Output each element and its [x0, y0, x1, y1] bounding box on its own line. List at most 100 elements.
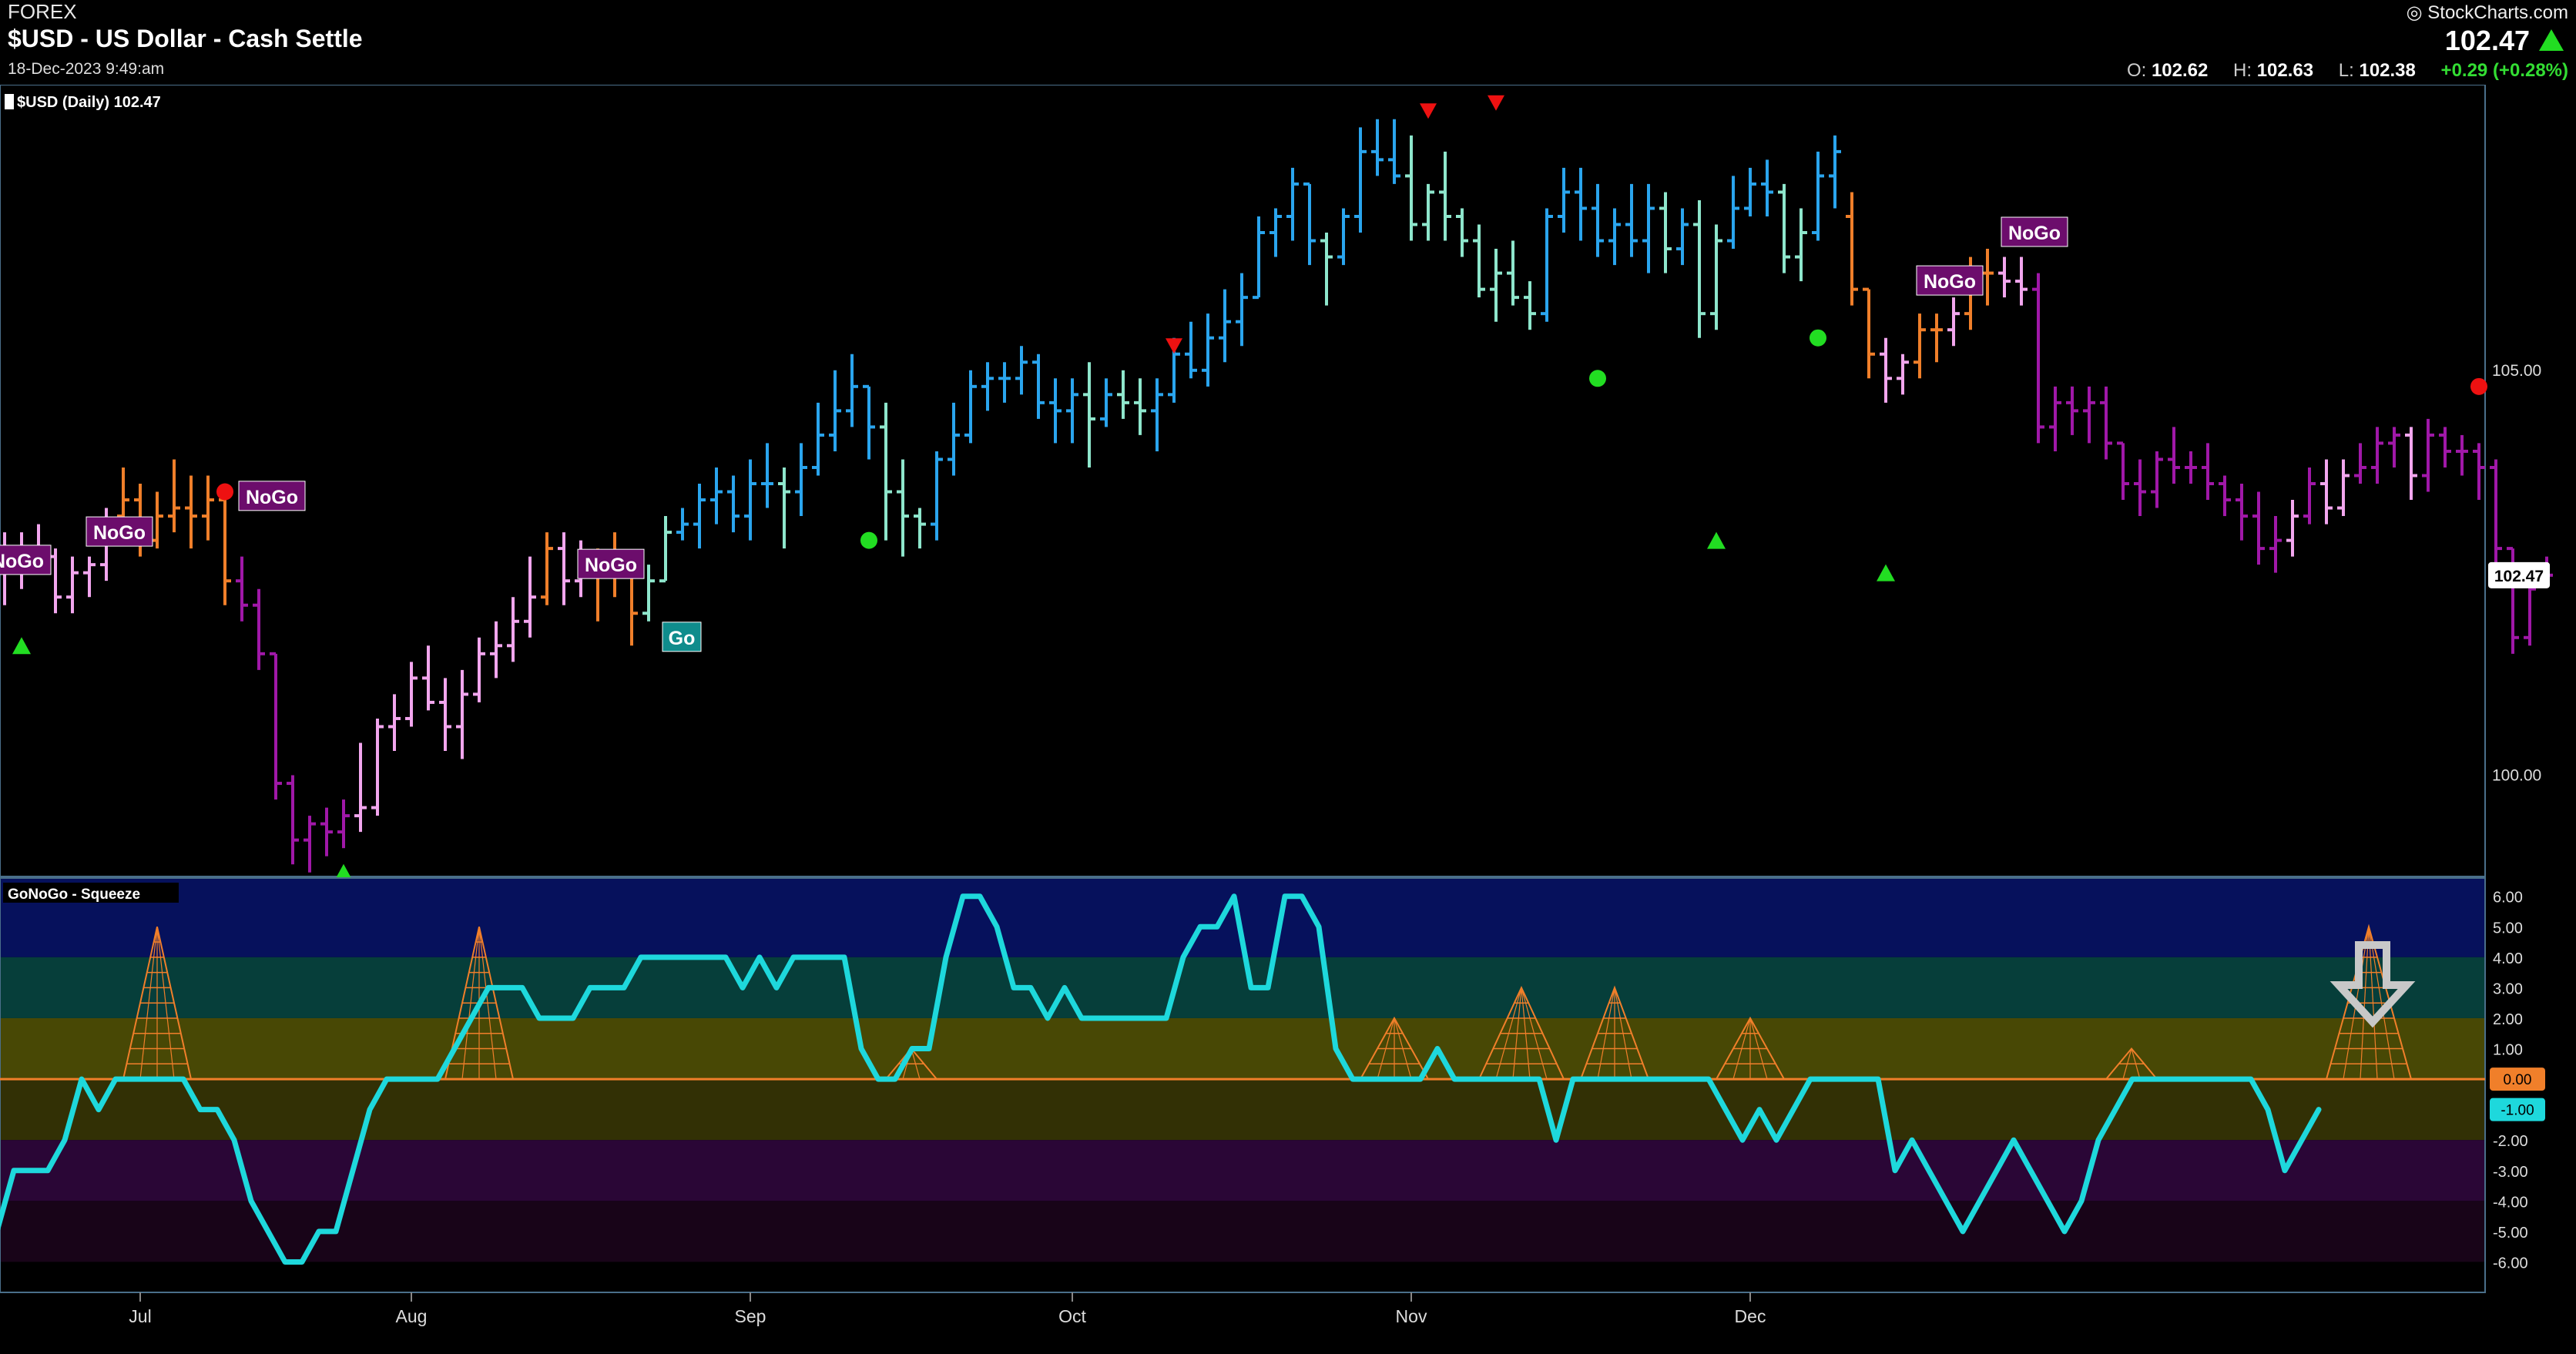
- label-text: NoGo: [246, 487, 298, 508]
- price-bar: [1049, 378, 1062, 444]
- x-tick-label: Jul: [129, 1306, 151, 1326]
- squeeze-strut: [139, 927, 158, 1080]
- squeeze-strut: [1512, 987, 1522, 1080]
- price-bar: [1829, 135, 1841, 209]
- price-bar: [2134, 459, 2146, 517]
- price-bar: [2202, 443, 2214, 501]
- price-bar: [1998, 256, 2011, 298]
- price-bar: [1270, 208, 1282, 257]
- squeeze-strut: [1394, 1017, 1412, 1080]
- price-bar: [981, 362, 994, 411]
- oscillator-panel: GoNoGo - Squeeze 6.00 5.00 4.00 3.00 2.00 1.00…: [0, 877, 2545, 1293]
- squeeze-grid: [122, 927, 192, 1080]
- annotation-down-arrow-icon: [2329, 941, 2416, 1028]
- squeeze-strut: [1394, 1017, 1429, 1080]
- label-box: [86, 516, 153, 547]
- price-bar: [287, 775, 299, 865]
- price-bar: [676, 508, 689, 541]
- oscillator-band: [0, 1140, 2485, 1202]
- price-bar: [2100, 386, 2112, 460]
- price-bar: [863, 384, 875, 460]
- squeeze-strut: [911, 1048, 921, 1080]
- price-bar: [1676, 208, 1689, 266]
- squeeze-strut: [1580, 987, 1615, 1080]
- price-bar: [2049, 386, 2061, 451]
- brand-name: StockCharts.com: [2427, 2, 2568, 23]
- squeeze-strut: [461, 927, 480, 1080]
- price-bar: [1083, 362, 1095, 468]
- price-bar: [2269, 516, 2282, 573]
- price-bar: [1608, 208, 1621, 266]
- price-bar: [2490, 459, 2502, 565]
- label-text: NoGo: [1924, 271, 1976, 293]
- price-bar: [2371, 427, 2383, 484]
- price-bar: [1253, 216, 1265, 300]
- oscillator-band: [0, 1079, 2485, 1141]
- price-bar: [829, 370, 841, 451]
- nogo-label: NoGo: [86, 516, 153, 547]
- oscillator-line: [0, 893, 2322, 1265]
- squeeze-grid: [1716, 1016, 1785, 1080]
- price-bar: [456, 669, 468, 759]
- price-bar: [507, 597, 519, 662]
- price-bar: [2405, 427, 2417, 501]
- price-bar: [795, 443, 807, 517]
- price-bar: [1405, 135, 1417, 241]
- price-bar: [2185, 451, 2197, 484]
- osc-y-tick: -2.00: [2493, 1133, 2528, 1150]
- price-bar: [1185, 321, 1197, 379]
- x-tick-label: Oct: [1058, 1306, 1086, 1326]
- down-triangle-icon: [1488, 95, 1504, 111]
- x-tick-label: Aug: [396, 1306, 428, 1326]
- price-bar: [2303, 467, 2316, 525]
- price-bar: [1693, 199, 1706, 338]
- price-bar: [1761, 159, 1773, 216]
- label-box: [577, 548, 645, 579]
- squeeze-grid: [2326, 923, 2412, 1080]
- price-bar: [1490, 249, 1502, 322]
- price-bar: [1422, 183, 1434, 241]
- price-bar: [439, 678, 451, 752]
- squeeze-strut: [1614, 987, 1649, 1080]
- green-dot-icon: [860, 531, 877, 549]
- label-text: NoGo: [2008, 223, 2061, 244]
- oscillator-band: [0, 1201, 2485, 1262]
- squeeze-strut: [2360, 927, 2370, 1080]
- label-text: Go: [669, 628, 696, 649]
- nogo-label: NoGo: [238, 481, 306, 511]
- chart-title: $USD - US Dollar - Cash Settle: [8, 25, 363, 52]
- price-bar: [693, 484, 706, 549]
- up-triangle-icon: [12, 637, 31, 655]
- brand-logo[interactable]: ◎ StockCharts.com: [2407, 2, 2568, 24]
- price-y-tick: 105.00: [2492, 362, 2541, 380]
- price-bar: [66, 556, 79, 614]
- label-box: [238, 481, 306, 511]
- squeeze-grid: [1580, 985, 1649, 1080]
- oscillator-band: [0, 1262, 2485, 1292]
- price-bar: [490, 621, 502, 679]
- down-triangle-icon: [1420, 103, 1437, 119]
- price-bar: [1117, 370, 1129, 419]
- squeeze-strut: [2122, 1048, 2132, 1080]
- osc-y-tick: 2.00: [2493, 1011, 2523, 1028]
- price-up-arrow-icon: [2539, 29, 2564, 51]
- price-bar: [1575, 167, 1587, 241]
- up-triangle-icon: [334, 863, 353, 881]
- x-tick-label: Nov: [1396, 1306, 1427, 1326]
- x-tick-label: Sep: [735, 1306, 766, 1326]
- osc-y-tick: 1.00: [2493, 1042, 2523, 1059]
- current-tag: [2490, 1098, 2545, 1121]
- price-bar: [964, 370, 977, 444]
- price-bar: [388, 694, 401, 752]
- label-text: NoGo: [585, 555, 637, 576]
- last-price-tag-text: 102.47: [2494, 568, 2544, 585]
- label-box: [0, 545, 52, 575]
- price-bar: [931, 451, 943, 541]
- price-plot-area: [0, 85, 2486, 877]
- oscillator-frame: [0, 877, 2486, 1293]
- squeeze-strut: [911, 1048, 937, 1080]
- price-bar: [304, 816, 316, 873]
- price-and-oscillator-chart: $USD (Daily) 102.47 105.00 100.00 NoGo NoGo N…: [0, 85, 2553, 1326]
- red-dot-icon: [2470, 377, 2487, 395]
- price-bar: [642, 565, 655, 622]
